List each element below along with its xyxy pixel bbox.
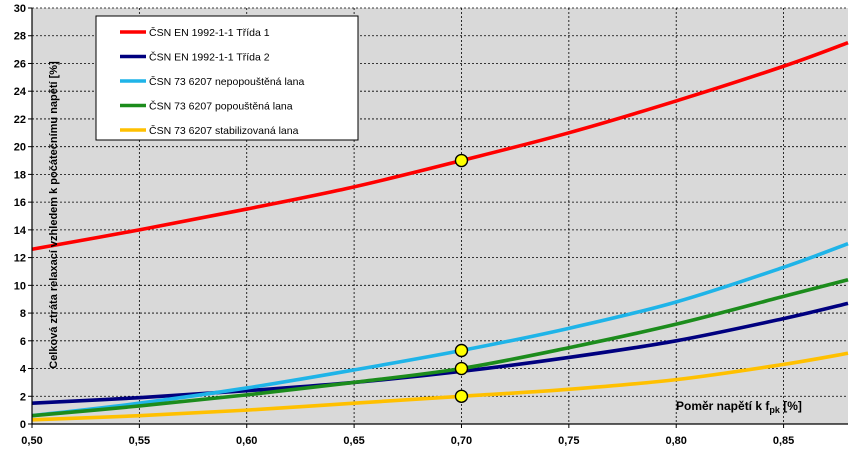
y-tick-label: 18: [14, 169, 26, 181]
y-tick-label: 6: [20, 336, 26, 348]
legend-label-4: ČSN 73 6207 popouštěná lana: [149, 100, 293, 113]
x-axis-label-main: Poměr napětí k f: [676, 399, 770, 413]
highlight-marker: [454, 343, 469, 358]
y-tick-label: 0: [20, 419, 26, 431]
x-tick-label: 0,50: [21, 435, 42, 447]
grid: [32, 7, 848, 424]
legend: ČSN EN 1992-1-1 Třída 1 ČSN EN 1992-1-1 T…: [95, 15, 359, 141]
x-tick-label: 0,75: [558, 435, 579, 447]
x-tick-label: 0,80: [665, 435, 686, 447]
x-tick-label: 0,55: [129, 435, 150, 447]
y-tick-label: 10: [14, 280, 26, 292]
y-tick-label: 24: [14, 86, 27, 98]
highlight-marker: [454, 153, 469, 168]
y-tick-label: 8: [20, 308, 26, 320]
legend-label-5: ČSN 73 6207 stabilizovaná lana: [149, 124, 299, 137]
legend-label-2: ČSN EN 1992-1-1 Třída 2: [149, 51, 270, 64]
y-tick-label: 28: [14, 31, 26, 43]
y-tick-label: 22: [14, 114, 26, 126]
y-tick-label: 12: [14, 253, 26, 265]
highlight-marker: [454, 361, 469, 376]
highlight-marker: [454, 389, 469, 403]
y-tick-label: 26: [14, 58, 26, 70]
legend-box: [95, 15, 359, 141]
y-tick-label: 30: [14, 3, 26, 15]
y-tick-label: 4: [20, 364, 27, 376]
x-axis-label-unit: [%]: [780, 399, 802, 413]
y-axis-label: Celková ztráta relaxací vzhledem k počát…: [48, 61, 60, 369]
x-tick-label: 0,65: [343, 435, 364, 447]
y-tick-label: 2: [20, 391, 26, 403]
y-tick-label: 14: [14, 225, 27, 237]
legend-label-1: ČSN EN 1992-1-1 Třída 1: [149, 26, 270, 39]
legend-label-3: ČSN 73 6207 nepopouštěná lana: [149, 75, 304, 88]
y-tick-label: 20: [14, 142, 26, 154]
x-tick-label: 0,60: [236, 435, 257, 447]
x-axis-label-subscript: pk: [769, 405, 780, 415]
x-axis-label: Poměr napětí k fpk [%]: [676, 399, 802, 415]
x-tick-label: 0,70: [451, 435, 472, 447]
y-tick-label: 16: [14, 197, 26, 209]
marker-group: [454, 153, 469, 403]
x-tick-label: 0,85: [773, 435, 794, 447]
